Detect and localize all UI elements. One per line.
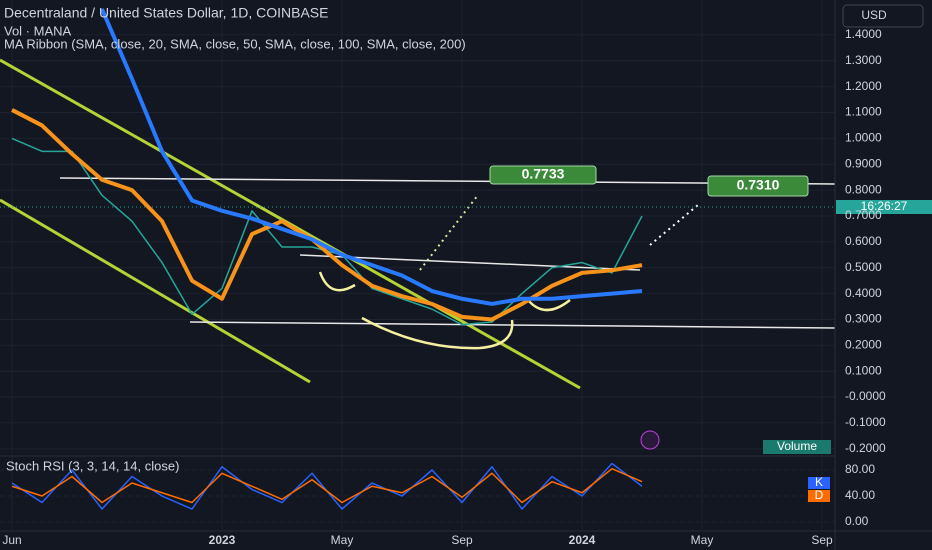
currency[interactable]: USD <box>861 8 887 22</box>
head-curve <box>361 316 514 350</box>
shoulder-curve <box>527 299 571 312</box>
event-icon[interactable] <box>640 430 660 450</box>
y-tick-label: 0.4000 <box>845 286 882 300</box>
countdown-box <box>836 200 932 214</box>
channel-line <box>0 198 311 384</box>
series-line <box>11 108 643 322</box>
y-tick-label: 40.00 <box>845 488 875 502</box>
x-tick-label: May <box>691 533 714 547</box>
legend-swatch <box>808 477 830 489</box>
y-tick-label: 0.00 <box>845 514 869 528</box>
y-tick-label: 1.2000 <box>845 79 882 93</box>
legend-swatch <box>808 490 830 502</box>
y-tick-label: -0.1000 <box>845 415 886 429</box>
y-tick-label: 0.1000 <box>845 363 882 377</box>
x-tick-label: Sep <box>451 533 473 547</box>
y-tick-label: 1.4000 <box>845 27 882 41</box>
y-tick-label: -0.0000 <box>845 389 886 403</box>
y-tick-label: 0.2000 <box>845 337 882 351</box>
series <box>11 8 643 510</box>
series-line <box>100 8 643 306</box>
x-tick-label: Jun <box>2 533 21 547</box>
y-tick-label: 1.0000 <box>845 131 882 145</box>
resistance-line <box>59 177 836 185</box>
y-tick-label: 80.00 <box>845 462 875 476</box>
annotation: 0.7310 <box>737 177 780 193</box>
y-tick-label: 1.1000 <box>845 105 882 119</box>
y-tick-label: 0.8000 <box>845 182 882 196</box>
volume-label: Volume <box>777 439 817 453</box>
y-tick-label: -0.2000 <box>845 441 886 455</box>
series-line <box>11 467 643 504</box>
indicator: Vol · MANA <box>4 23 72 38</box>
countdown: 16:26:27 <box>861 199 908 213</box>
annotation-box <box>489 165 597 185</box>
indicator: MA Ribbon (SMA, close, 20, SMA, close, 5… <box>4 36 466 51</box>
grid <box>0 0 835 530</box>
legend-label: K <box>815 475 823 489</box>
volume-tag <box>763 440 831 454</box>
y-tick-label: 0.7000 <box>845 208 882 222</box>
projection <box>649 204 699 246</box>
x-tick-label: 2024 <box>569 533 596 547</box>
y-tick-label: 0.6000 <box>845 234 882 248</box>
x-tick-label: 2023 <box>209 533 236 547</box>
legend-label: D <box>815 488 824 502</box>
y-tick-label: 0.9000 <box>845 156 882 170</box>
indicator: Stoch RSI (3, 3, 14, 14, close) <box>6 458 179 473</box>
x-tick-label: May <box>331 533 354 547</box>
shoulder-curve <box>318 271 356 292</box>
chart-title: Decentraland / United States Dollar, 1D,… <box>4 5 328 21</box>
currency-button[interactable] <box>842 4 924 28</box>
annotation: 0.7733 <box>522 166 565 182</box>
y-tick-label: 0.5000 <box>845 260 882 274</box>
y-tick-label: 0.3000 <box>845 312 882 326</box>
neckline <box>299 254 641 271</box>
x-tick-label: Sep <box>811 533 833 547</box>
annotation-box <box>707 175 809 197</box>
y-tick-label: 1.3000 <box>845 53 882 67</box>
